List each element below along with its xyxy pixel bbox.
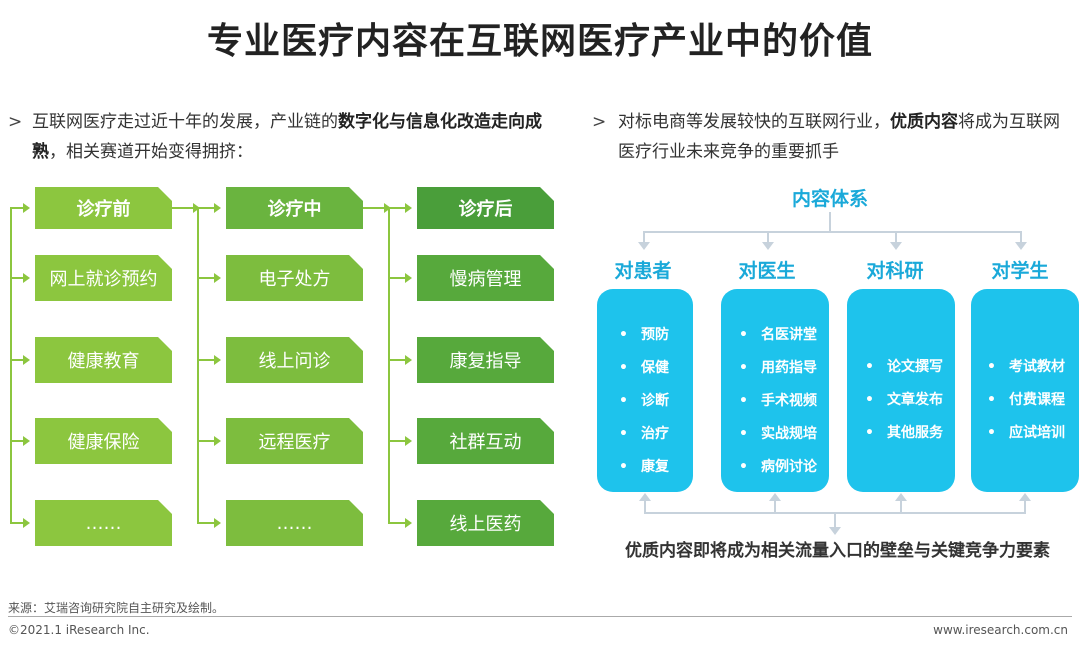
flow-connector-arrow: [197, 273, 221, 283]
category-label-doctors: 对医生: [738, 260, 796, 282]
list-item: • 病例讨论: [739, 459, 817, 475]
copyright-text: ©2021.1 iResearch Inc.: [8, 623, 150, 637]
flow-item: 健康教育: [35, 337, 172, 383]
list-item: • 考试教材: [987, 359, 1065, 375]
flow-item: 线上问诊: [226, 337, 363, 383]
tree-line: [1024, 500, 1026, 513]
flow-item: 健康保险: [35, 418, 172, 464]
category-card-patients: • 预防 • 保健 • 诊断 • 治疗 • 康复: [597, 289, 693, 492]
flow-connector-arrow: [10, 355, 30, 365]
flow-header-in-treatment: 诊疗中: [226, 187, 363, 229]
flow-header-pre-treatment: 诊疗前: [35, 187, 172, 229]
bullet-arrow-icon: >: [8, 112, 23, 132]
flow-connector-arrow: [197, 518, 221, 528]
arrow-up-icon: [769, 493, 781, 501]
list-item: • 康复: [619, 459, 669, 475]
flow-item: ……: [226, 500, 363, 546]
tree-line: [767, 231, 769, 243]
tree-line: [644, 500, 646, 513]
flow-item: 网上就诊预约: [35, 255, 172, 301]
tree-line: [829, 212, 831, 232]
list-item: • 文章发布: [865, 392, 943, 408]
source-note: 来源：艾瑞咨询研究院自主研究及绘制。: [8, 601, 225, 615]
flow-connector-arrow: [388, 203, 412, 213]
arrow-down-icon: [890, 242, 902, 250]
arrow-up-icon: [639, 493, 651, 501]
flow-item: ……: [35, 500, 172, 546]
flow-connector-line: [172, 203, 200, 213]
flow-connector-arrow: [10, 273, 30, 283]
flow-connector-arrow: [197, 355, 221, 365]
flow-item: 慢病管理: [417, 255, 554, 301]
website-link[interactable]: www.iresearch.com.cn: [933, 623, 1068, 637]
flow-item: 电子处方: [226, 255, 363, 301]
right-bullet-post: 将成为互联网医疗行业未来竞争的重要抓手: [618, 112, 1060, 162]
left-bullet-bold: 数字化与信息化改造走向成熟: [32, 112, 542, 162]
flow-connector-arrow: [197, 203, 221, 213]
page-title: 专业医疗内容在互联网医疗产业中的价值: [206, 21, 873, 62]
list-item: • 实战规培: [739, 426, 817, 442]
flow-connector-arrow: [10, 518, 30, 528]
content-system-title: 内容体系: [791, 188, 868, 210]
flow-connector-line: [363, 203, 391, 213]
category-label-patients: 对患者: [614, 260, 672, 282]
tree-line: [834, 512, 836, 530]
flow-item: 远程医疗: [226, 418, 363, 464]
conclusion-text: 优质内容即将成为相关流量入口的壁垒与关键竞争力要素: [625, 541, 1050, 561]
category-card-research: • 论文撰写 • 文章发布 • 其他服务: [847, 289, 955, 492]
flow-connector-arrow: [10, 436, 30, 446]
flow-connector-arrow: [388, 355, 412, 365]
flow-connector: [197, 208, 199, 524]
list-item: • 手术视频: [739, 393, 817, 409]
flow-connector-arrow: [197, 436, 221, 446]
list-item: • 治疗: [619, 426, 669, 442]
flow-item: 康复指导: [417, 337, 554, 383]
tree-line: [643, 231, 1021, 233]
flow-connector-arrow: [388, 436, 412, 446]
left-bullet-post: ，相关赛道开始变得拥挤：: [49, 142, 253, 162]
footer-divider: [8, 616, 1072, 617]
list-item: • 诊断: [619, 393, 669, 409]
flow-item: 社群互动: [417, 418, 554, 464]
right-bullet-text: > 对标电商等发展较快的互联网行业，优质内容将成为互联网医疗行业未来竞争的重要抓…: [592, 107, 1062, 167]
flow-item: 线上医药: [417, 500, 554, 546]
flow-connector: [10, 208, 12, 524]
arrow-up-icon: [895, 493, 907, 501]
category-label-students: 对学生: [991, 260, 1049, 282]
category-label-research: 对科研: [866, 260, 924, 282]
left-bullet-pre: 互联网医疗走过近十年的发展，产业链的: [32, 112, 338, 132]
flow-connector-arrow: [388, 518, 412, 528]
flow-connector-arrow: [388, 273, 412, 283]
arrow-down-icon: [762, 242, 774, 250]
tree-line: [900, 500, 902, 513]
list-item: • 其他服务: [865, 425, 943, 441]
list-item: • 应试培训: [987, 425, 1065, 441]
list-item: • 保健: [619, 360, 669, 376]
right-bullet-bold: 优质内容: [890, 112, 958, 132]
arrow-down-icon: [1015, 242, 1027, 250]
list-item: • 付费课程: [987, 392, 1065, 408]
flow-header-post-treatment: 诊疗后: [417, 187, 554, 229]
flow-connector-arrow: [10, 203, 30, 213]
tree-line: [895, 231, 897, 243]
category-card-students: • 考试教材 • 付费课程 • 应试培训: [971, 289, 1079, 492]
list-item: • 用药指导: [739, 360, 817, 376]
arrow-down-icon: [829, 527, 841, 535]
list-item: • 论文撰写: [865, 359, 943, 375]
tree-line: [774, 500, 776, 513]
category-card-doctors: • 名医讲堂 • 用药指导 • 手术视频 • 实战规培 • 病例讨论: [721, 289, 829, 492]
bullet-arrow-icon: >: [592, 112, 607, 132]
right-bullet-pre: 对标电商等发展较快的互联网行业，: [618, 112, 890, 132]
tree-line: [1020, 231, 1022, 243]
list-item: • 预防: [619, 327, 669, 343]
flow-connector: [388, 208, 390, 524]
tree-line: [643, 231, 645, 243]
arrow-up-icon: [1019, 493, 1031, 501]
arrow-down-icon: [638, 242, 650, 250]
left-bullet-text: > 互联网医疗走过近十年的发展，产业链的数字化与信息化改造走向成熟，相关赛道开始…: [8, 107, 568, 167]
list-item: • 名医讲堂: [739, 327, 817, 343]
